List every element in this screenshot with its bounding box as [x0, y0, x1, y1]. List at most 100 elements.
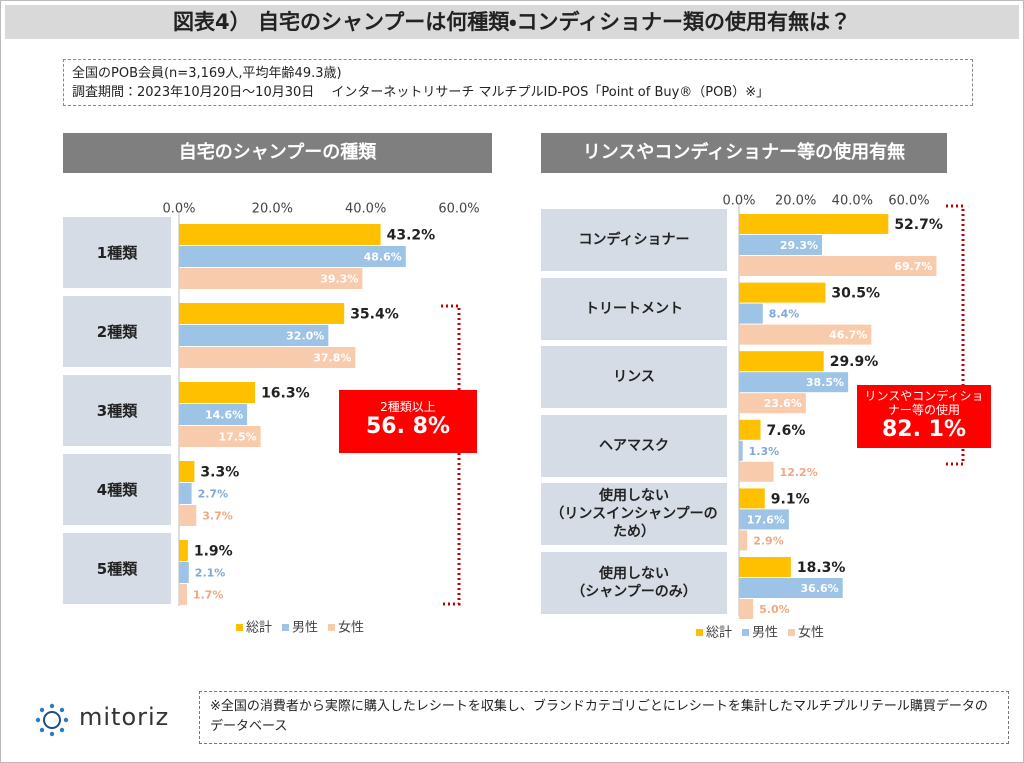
bar — [179, 347, 356, 368]
value-label: 14.6% — [205, 409, 243, 422]
page-title: 図表4） 自宅のシャンプーは何種類・コンディショナー類の使用有無は？ — [5, 5, 1019, 39]
bar — [179, 404, 248, 425]
bar — [179, 303, 345, 324]
value-label: 17.6% — [747, 513, 785, 526]
value-label: 29.3% — [780, 239, 818, 252]
bar — [739, 303, 763, 324]
category-label: ヘアマスク — [541, 414, 727, 477]
category-label: リンス — [541, 346, 727, 409]
bar — [739, 235, 823, 255]
callout-box: リンスやコンディショナー等の使用 82. 1% — [857, 385, 991, 448]
value-label: 35.4% — [350, 307, 399, 323]
value-label: 39.3% — [320, 273, 358, 286]
section-title: 自宅のシャンプーの種類 — [63, 133, 492, 173]
value-label: 7.6% — [767, 423, 806, 439]
logo-icon — [35, 703, 69, 737]
category-label: 1種類 — [63, 217, 171, 288]
bar — [739, 488, 765, 509]
info-line: 全国のPOB会員(n=3,169人,平均年齢49.3歳) — [72, 66, 342, 81]
bar — [179, 382, 256, 403]
bar — [179, 584, 187, 605]
value-label: 30.5% — [831, 286, 880, 302]
value-label: 36.6% — [801, 582, 839, 595]
value-label: 23.6% — [764, 397, 802, 410]
value-label: 37.8% — [313, 352, 351, 365]
value-label: 38.5% — [806, 376, 844, 389]
value-label: 18.3% — [797, 560, 846, 576]
bar — [739, 393, 806, 414]
x-tick-label: 40.0% — [345, 202, 386, 217]
info-line: 調査期間：2023年10月20日～10月30日 インターネットリサーチ マルチプ… — [72, 85, 770, 100]
value-label: 29.9% — [830, 354, 879, 370]
logo: mitoriz — [79, 703, 170, 731]
legend-label: 男性 — [752, 626, 778, 641]
value-label: 46.7% — [829, 329, 867, 342]
bar — [739, 557, 791, 577]
x-tick-label: 40.0% — [832, 194, 873, 209]
bar — [179, 246, 406, 267]
bar — [739, 372, 849, 393]
bar — [179, 483, 192, 504]
value-label: 2.9% — [753, 534, 784, 547]
legend-label: 男性 — [292, 621, 318, 636]
value-label: 1.3% — [749, 445, 780, 458]
value-label: 12.2% — [780, 466, 818, 479]
bar — [179, 461, 195, 482]
callout-box: 2種類以上 56. 8% — [339, 390, 477, 453]
callout-value: 82. 1% — [882, 417, 966, 442]
category-label: 4種類 — [63, 454, 171, 525]
value-label: 3.3% — [200, 465, 239, 481]
bar — [739, 256, 937, 276]
legend-swatch — [696, 629, 703, 636]
legend-swatch — [282, 624, 289, 631]
x-tick-label: 20.0% — [775, 194, 816, 209]
bar — [739, 324, 872, 345]
legend-label: 総計 — [246, 620, 272, 636]
value-label: 69.7% — [894, 260, 932, 273]
info-box: 全国のPOB会員(n=3,169人,平均年齢49.3歳) 調査期間：2023年1… — [63, 59, 973, 106]
bracket — [441, 304, 461, 606]
callout-value: 56. 8% — [366, 414, 450, 439]
bar — [179, 325, 329, 346]
category-label: トリートメント — [541, 277, 727, 340]
legend-swatch — [742, 629, 749, 636]
value-label: 8.4% — [769, 308, 800, 321]
section-title: リンスやコンディショナー等の使用有無 — [541, 133, 947, 173]
x-tick-label: 0.0% — [162, 202, 195, 217]
legend-swatch — [788, 629, 795, 636]
bar — [739, 578, 843, 598]
category-label: コンディショナー — [541, 209, 727, 271]
value-label: 1.7% — [193, 589, 224, 602]
legend-label: 総計 — [706, 625, 732, 641]
value-label: 2.1% — [195, 567, 226, 580]
bar — [179, 505, 197, 526]
value-label: 52.7% — [894, 217, 943, 233]
bar — [179, 268, 363, 289]
category-label: 使用しない （シャンプーのみ） — [541, 552, 727, 614]
bar — [739, 351, 824, 372]
legend-label: 女性 — [798, 626, 824, 641]
bar — [739, 530, 748, 551]
x-tick-label: 20.0% — [252, 202, 293, 217]
legend-swatch — [236, 624, 243, 631]
bracket — [946, 204, 965, 466]
bar — [739, 440, 743, 461]
value-label: 43.2% — [387, 228, 436, 244]
category-label: 使用しない （リンスインシャンプーの ため） — [541, 483, 727, 546]
bar — [739, 419, 761, 440]
value-label: 1.9% — [194, 544, 233, 560]
x-tick-label: 60.0% — [438, 202, 479, 217]
callout-text: リンスやコンディショナー等の使用 — [864, 389, 984, 417]
category-label: 3種類 — [63, 375, 171, 446]
legend-swatch — [328, 624, 335, 631]
bar — [739, 282, 826, 303]
bar — [179, 540, 188, 561]
bar — [179, 224, 381, 245]
bar — [739, 461, 774, 482]
category-label: 2種類 — [63, 296, 171, 367]
bar — [179, 426, 261, 447]
value-label: 9.1% — [771, 491, 810, 507]
bar — [739, 599, 754, 619]
